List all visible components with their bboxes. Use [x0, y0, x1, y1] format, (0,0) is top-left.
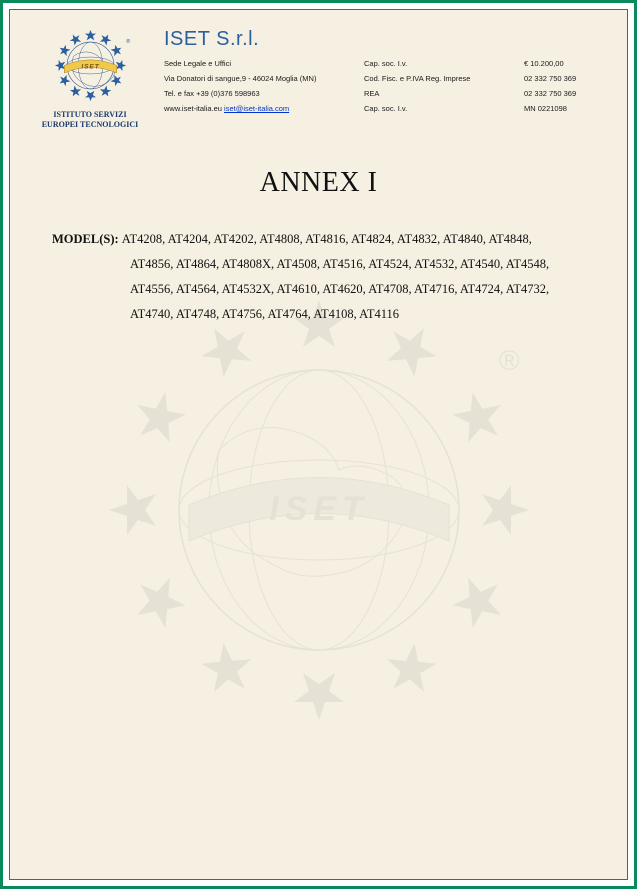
- info-r2-c1: Tel. e fax +39 (0)376 598963: [164, 89, 364, 98]
- company-logo-icon: ISET ®: [43, 28, 138, 103]
- info-r2-c2: REA: [364, 89, 524, 98]
- logo-caption: ISTITUTO SERVIZI EUROPEI TECNOLOGICI: [30, 110, 150, 129]
- page-inner-frame: ISET ®: [9, 9, 628, 880]
- models-line-1: AT4856, AT4864, AT4808X, AT4508, AT4516,…: [52, 252, 587, 277]
- info-r1-c1: Via Donatori di sangue,9 - 46024 Moglia …: [164, 74, 364, 83]
- info-r0-c2: Cap. soc. I.v.: [364, 59, 524, 68]
- company-info-grid: Sede Legale e Uffici Cap. soc. I.v. € 10…: [164, 59, 624, 113]
- logo-block: ISET ® ISTITUTO SERVIZI EUROPEI TECNOLOG…: [30, 28, 150, 129]
- watermark-r-mark: ®: [499, 345, 520, 376]
- info-r1-c3: 02 332 750 369: [524, 74, 624, 83]
- info-r0-c3: € 10.200,00: [524, 59, 624, 68]
- info-r2-c3: 02 332 750 369: [524, 89, 624, 98]
- info-website: www.iset-italia.eu: [164, 104, 224, 113]
- watermark-banner-text: ISET: [269, 490, 369, 528]
- models-block: MODEL(S): AT4208, AT4204, AT4202, AT4808…: [10, 227, 627, 327]
- company-name: ISET S.r.l.: [164, 28, 624, 51]
- info-email-link[interactable]: iset@iset-italia.com: [224, 104, 289, 113]
- letterhead: ISET ® ISTITUTO SERVIZI EUROPEI TECNOLOG…: [10, 10, 627, 129]
- company-info: ISET S.r.l. Sede Legale e Uffici Cap. so…: [150, 28, 624, 129]
- info-r3-c2: Cap. soc. I.v.: [364, 104, 524, 113]
- models-line-0: MODEL(S): AT4208, AT4204, AT4202, AT4808…: [52, 227, 587, 252]
- logo-banner-text: ISET: [81, 63, 99, 70]
- models-label: MODEL(S):: [52, 232, 122, 246]
- models-line-2: AT4556, AT4564, AT4532X, AT4610, AT4620,…: [52, 277, 587, 302]
- logo-r-mark: ®: [126, 38, 131, 45]
- annex-title: ANNEX I: [10, 167, 627, 199]
- page-outer-frame: ISET ®: [0, 0, 637, 889]
- logo-caption-line2: EUROPEI TECNOLOGICI: [42, 120, 139, 129]
- info-r3-c1: www.iset-italia.eu iset@iset-italia.com: [164, 104, 364, 113]
- watermark-logo: ISET ®: [79, 270, 559, 750]
- info-r1-c2: Cod. Fisc. e P.IVA Reg. Imprese: [364, 74, 524, 83]
- models-line-3: AT4740, AT4748, AT4756, AT4764, AT4108, …: [52, 302, 587, 327]
- models-text-0: AT4208, AT4204, AT4202, AT4808, AT4816, …: [122, 232, 532, 246]
- info-r3-c3: MN 0221098: [524, 104, 624, 113]
- info-r0-c1: Sede Legale e Uffici: [164, 59, 364, 68]
- logo-caption-line1: ISTITUTO SERVIZI: [53, 110, 126, 119]
